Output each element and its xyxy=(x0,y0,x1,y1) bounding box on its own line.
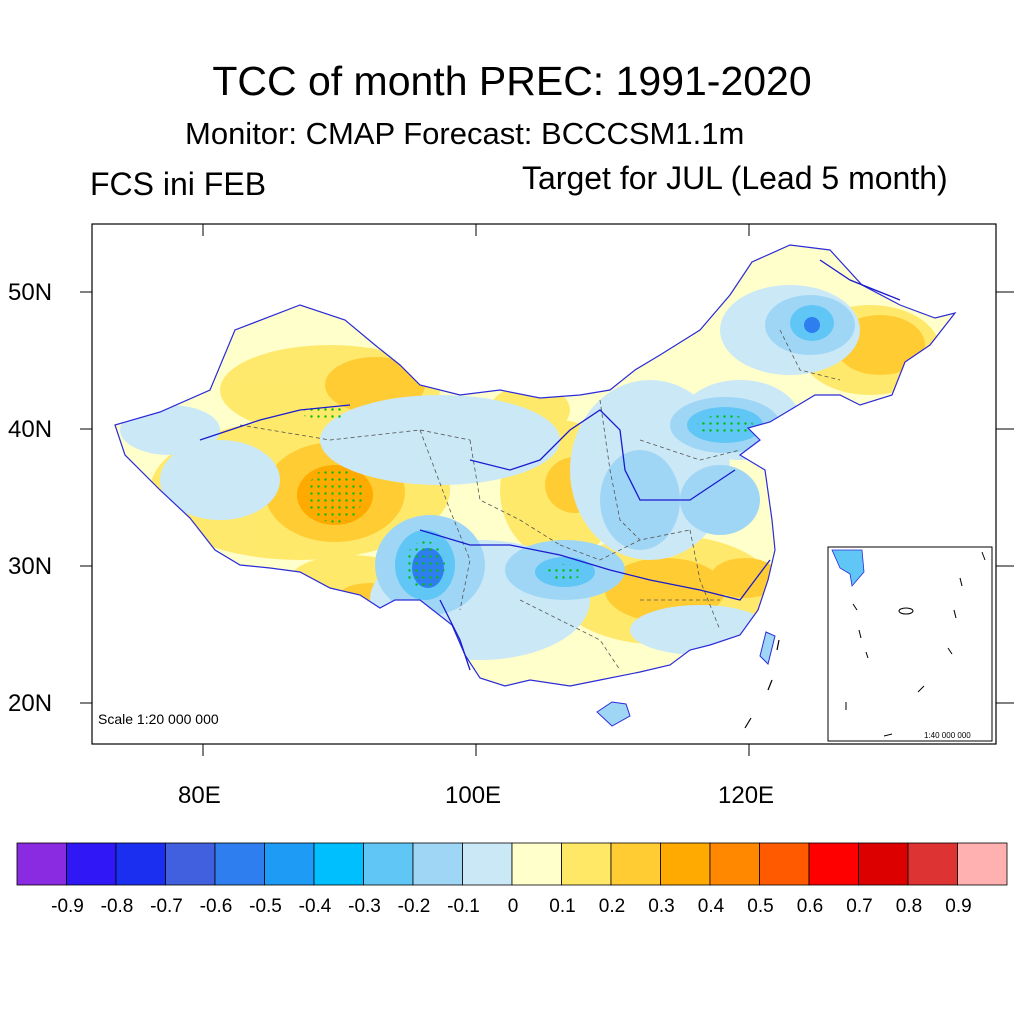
rivers xyxy=(199,259,901,671)
colorbar-tick-label: 0.9 xyxy=(945,896,972,917)
colorbar-box xyxy=(511,842,562,886)
colorbar-tick-label: 0.2 xyxy=(598,896,626,917)
colorbar-tick-label: 0.8 xyxy=(895,896,923,917)
colorbar-box xyxy=(858,842,909,886)
china-outline xyxy=(114,244,957,687)
lat-label-20n: 20N xyxy=(8,690,53,717)
islands xyxy=(596,631,776,727)
lat-label-30n: 30N xyxy=(8,553,53,580)
colorbar-box xyxy=(66,842,117,886)
colorbar-box xyxy=(363,842,414,886)
colorbar-box xyxy=(16,842,67,886)
left-label: FCS ini FEB xyxy=(90,166,267,202)
lon-label-100e: 100E xyxy=(445,782,502,809)
colorbar-box xyxy=(759,842,810,886)
colorbar-tick-label: 0.3 xyxy=(648,896,675,917)
right-label: Target for JUL (Lead 5 month) xyxy=(522,160,948,196)
colorbar-box xyxy=(907,842,958,886)
colorbar-tick-label: -0.6 xyxy=(199,896,233,917)
scale-label-inset: 1:40 000 000 xyxy=(924,731,971,740)
colorbar-box xyxy=(115,842,166,886)
field-blue xyxy=(395,305,834,600)
lon-label-80e: 80E xyxy=(178,782,221,809)
colorbar-tick-label: 0.4 xyxy=(697,896,725,917)
colorbar-box xyxy=(808,842,859,886)
lat-ticks xyxy=(80,291,1014,704)
colorbar-box xyxy=(660,842,711,886)
colorbar-box xyxy=(610,842,661,886)
colorbar-tick-label: 0.5 xyxy=(747,896,774,917)
inset-map xyxy=(831,549,986,737)
colorbar-box xyxy=(709,842,760,886)
province-boundaries xyxy=(239,329,841,671)
colorbar-tick-label: -0.8 xyxy=(100,896,134,917)
sea-boundary-dashes xyxy=(744,639,780,729)
plot-title: TCC of month PREC: 1991-2020 xyxy=(212,58,812,104)
colorbar-tick-label: -0.9 xyxy=(51,896,84,917)
colorbar-tick-label: 0.6 xyxy=(796,896,824,917)
colorbar-tick-label: -0.4 xyxy=(298,896,332,917)
plot-subtitle: Monitor: CMAP Forecast: BCCCSM1.1m xyxy=(185,116,745,151)
significance-stipple xyxy=(303,405,753,589)
lon-label-120e: 120E xyxy=(718,782,775,809)
colorbar-box xyxy=(165,842,216,886)
lat-label-40n: 40N xyxy=(8,416,53,443)
colorbar-tick-label: 0.7 xyxy=(846,896,873,917)
colorbar-tick-label: -0.7 xyxy=(150,896,183,917)
colorbar-box xyxy=(957,842,1008,886)
colorbar-box xyxy=(214,842,265,886)
scale-label-main: Scale 1:20 000 000 xyxy=(98,711,219,727)
colorbar-tick-label: -0.3 xyxy=(348,896,381,917)
colorbar-box xyxy=(561,842,612,886)
colorbar-tick-label: 0.1 xyxy=(549,896,576,917)
lat-label-50n: 50N xyxy=(8,279,53,306)
colorbar xyxy=(16,842,1008,886)
colorbar-tick-label: 0 xyxy=(507,896,519,917)
colorbar-box xyxy=(264,842,315,886)
colorbar-tick-label: -0.2 xyxy=(397,896,431,917)
colorbar-tick-label: -0.1 xyxy=(447,896,480,917)
colorbar-tick-label: -0.5 xyxy=(249,896,282,917)
colorbar-box xyxy=(412,842,463,886)
colorbar-box xyxy=(462,842,513,886)
colorbar-box xyxy=(313,842,364,886)
lon-ticks xyxy=(202,224,750,756)
